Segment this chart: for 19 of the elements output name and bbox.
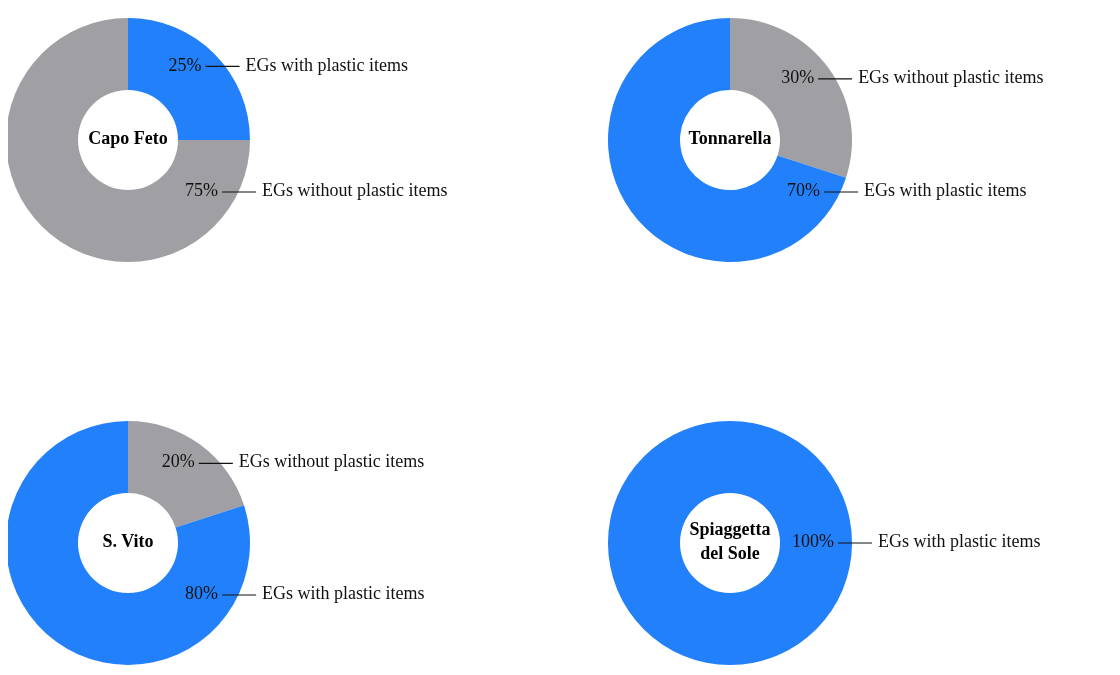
text: Spiaggetta del Sole (689, 519, 771, 564)
data-label: 30% (781, 67, 815, 87)
text: S. Vito (102, 531, 154, 552)
slice-label: EGs without plastic items (262, 180, 448, 201)
slice-label: EGs without plastic items (858, 67, 1044, 87)
data-label: 20% (161, 451, 195, 472)
slice-label: EGs with plastic items (864, 180, 1027, 201)
text: Capo Feto (88, 128, 168, 149)
slice-label: EGs with plastic items (878, 531, 1041, 552)
data-label: 70% (787, 180, 821, 201)
data-label: 75% (185, 180, 219, 201)
slice-label: EGs with plastic items (262, 583, 425, 604)
donut-slice (608, 18, 847, 262)
text: Tonnarella (688, 128, 772, 149)
slice-label: EGs with plastic items (245, 54, 409, 75)
slice-label: EGs without plastic items (238, 451, 425, 472)
data-label: 80% (185, 583, 219, 604)
data-label: 25% (168, 54, 202, 75)
data-label: 100% (792, 531, 834, 552)
